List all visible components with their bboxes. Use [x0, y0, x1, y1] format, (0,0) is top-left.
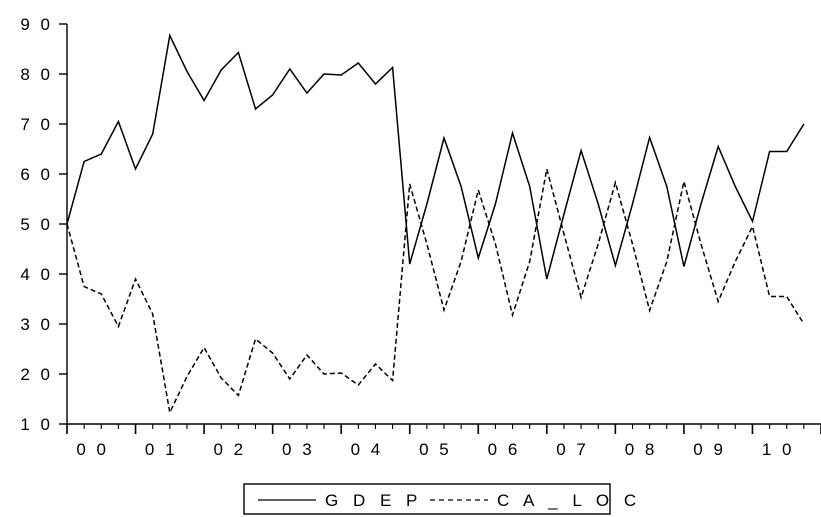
- x-tick-label: 0 4: [351, 440, 384, 459]
- x-tick-label: 0 1: [145, 440, 178, 459]
- y-tick-label: 5 0: [20, 215, 53, 234]
- series-line-ca-loc: [66, 168, 805, 415]
- series-line-gdep: [66, 33, 805, 280]
- x-tick-label: 1 0: [762, 440, 795, 459]
- legend-label-gdep: G D E P: [325, 491, 422, 510]
- legend-label-ca-loc: C A _ L O C: [497, 491, 641, 510]
- y-tick-label: 3 0: [20, 315, 53, 334]
- legend: G D E P C A _ L O C: [243, 483, 641, 515]
- y-tick-label: 4 0: [20, 265, 53, 284]
- plot-frame: [66, 24, 821, 425]
- x-tick-label: 0 2: [213, 440, 246, 459]
- x-tick-label: 0 8: [625, 440, 658, 459]
- x-tick-label: 0 6: [488, 440, 521, 459]
- x-tick-label: 0 9: [693, 440, 726, 459]
- x-tick-label: 0 0: [76, 440, 109, 459]
- y-tick-label: 7 0: [20, 115, 53, 134]
- legend-box: [243, 483, 611, 515]
- x-tick-label: 0 7: [556, 440, 589, 459]
- x-axis: 0 0 0 1 0 2 0 3 0 4 0 5 0 6 0 7 0 8 0 9 1 0: [66, 424, 821, 459]
- x-tick-label: 0 3: [282, 440, 315, 459]
- y-axis: 1 0 2 0 3 0 4 0 5 0 6 0 7 0 8 0 9 0: [20, 15, 67, 434]
- y-tick-label: 9 0: [20, 15, 53, 34]
- y-tick-label: 6 0: [20, 165, 53, 184]
- y-tick-label: 2 0: [20, 365, 53, 384]
- y-tick-label: 1 0: [20, 415, 53, 434]
- x-tick-label: 0 5: [419, 440, 452, 459]
- series-layer: [66, 33, 805, 415]
- y-tick-label: 8 0: [20, 65, 53, 84]
